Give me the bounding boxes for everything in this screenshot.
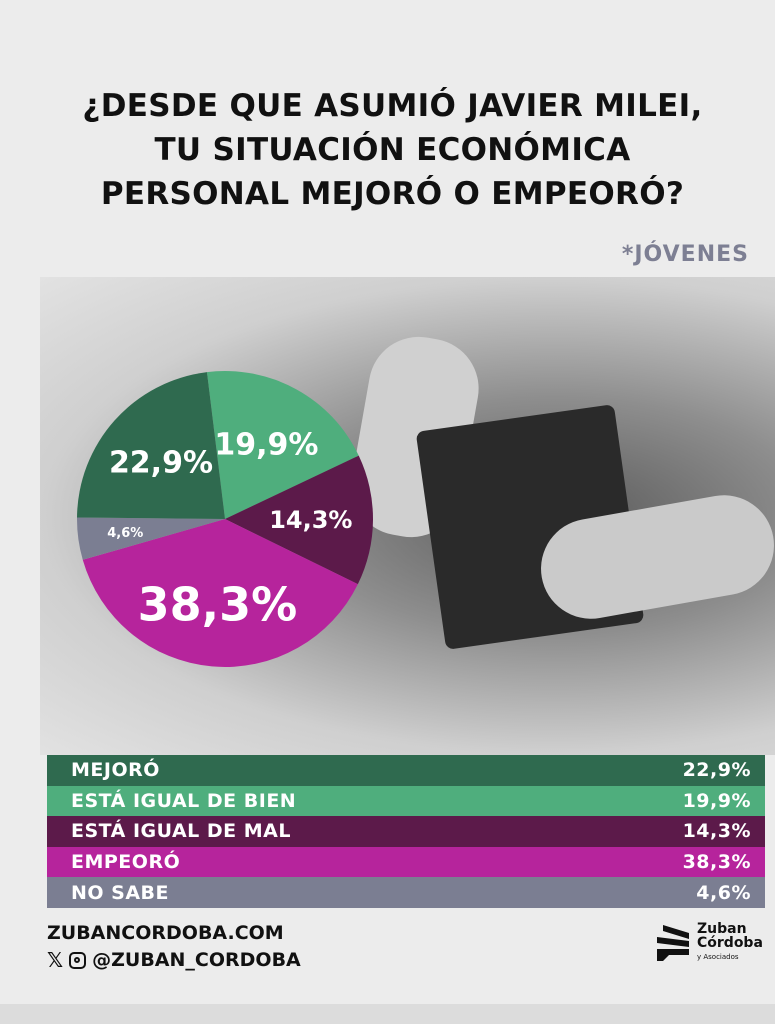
x-icon: 𝕏 bbox=[47, 948, 64, 972]
legend-row: ESTÁ IGUAL DE MAL 14,3% bbox=[47, 816, 765, 847]
pie-slice-3 bbox=[82, 519, 358, 667]
instagram-icon bbox=[69, 951, 87, 969]
pie-data-label: 4,6% bbox=[107, 526, 143, 541]
logo-text: y Asociados bbox=[697, 953, 739, 961]
page-title: ¿DESDE QUE ASUMIÓ JAVIER MILEI, TU SITUA… bbox=[20, 84, 765, 216]
pie-slice-4 bbox=[77, 517, 225, 560]
pie-data-label: 14,3% bbox=[269, 506, 352, 534]
pie-slice-0 bbox=[77, 372, 225, 519]
legend-row: NO SABE 4,6% bbox=[47, 877, 765, 908]
social-handle[interactable]: 𝕏 @ZUBAN_CORDOBA bbox=[47, 948, 301, 972]
logo-text: Córdoba bbox=[697, 935, 763, 951]
legend-value: 22,9% bbox=[682, 759, 751, 782]
legend-value: 19,9% bbox=[682, 789, 751, 812]
legend-label: ESTÁ IGUAL DE BIEN bbox=[71, 789, 297, 812]
legend-row: MEJORÓ 22,9% bbox=[47, 755, 765, 786]
pie-slice-1 bbox=[206, 371, 359, 519]
pie-data-label: 22,9% bbox=[109, 445, 213, 480]
website-link[interactable]: ZUBANCORDOBA.COM bbox=[47, 922, 284, 944]
legend-row: ESTÁ IGUAL DE BIEN 19,9% bbox=[47, 785, 765, 817]
pie-data-label: 19,9% bbox=[214, 427, 318, 462]
title-line: PERSONAL MEJORÓ O EMPEORÓ? bbox=[100, 176, 685, 212]
logo-mark-icon bbox=[657, 925, 689, 961]
handle-text: @ZUBAN_CORDOBA bbox=[92, 949, 301, 971]
legend-value: 38,3% bbox=[682, 851, 751, 874]
pie-data-label: 38,3% bbox=[138, 578, 298, 632]
subtitle: *JÓVENES bbox=[621, 242, 749, 267]
legend-value: 14,3% bbox=[682, 820, 751, 843]
pie-slice-2 bbox=[225, 455, 373, 585]
title-line: ¿DESDE QUE ASUMIÓ JAVIER MILEI, bbox=[82, 88, 703, 124]
bottom-band bbox=[0, 1004, 775, 1024]
logo-text: Zuban bbox=[697, 921, 747, 937]
legend-label: ESTÁ IGUAL DE MAL bbox=[71, 820, 291, 843]
legend-label: MEJORÓ bbox=[71, 759, 160, 782]
legend: MEJORÓ 22,9% ESTÁ IGUAL DE BIEN 19,9% ESTÁ I… bbox=[47, 755, 765, 908]
legend-label: EMPEORÓ bbox=[71, 851, 181, 874]
legend-row: EMPEORÓ 38,3% bbox=[47, 846, 765, 878]
zuban-cordoba-logo: Zuban Córdoba y Asociados bbox=[655, 922, 763, 964]
title-line: TU SITUACIÓN ECONÓMICA bbox=[154, 132, 631, 168]
legend-value: 4,6% bbox=[696, 881, 751, 904]
legend-label: NO SABE bbox=[71, 881, 170, 904]
